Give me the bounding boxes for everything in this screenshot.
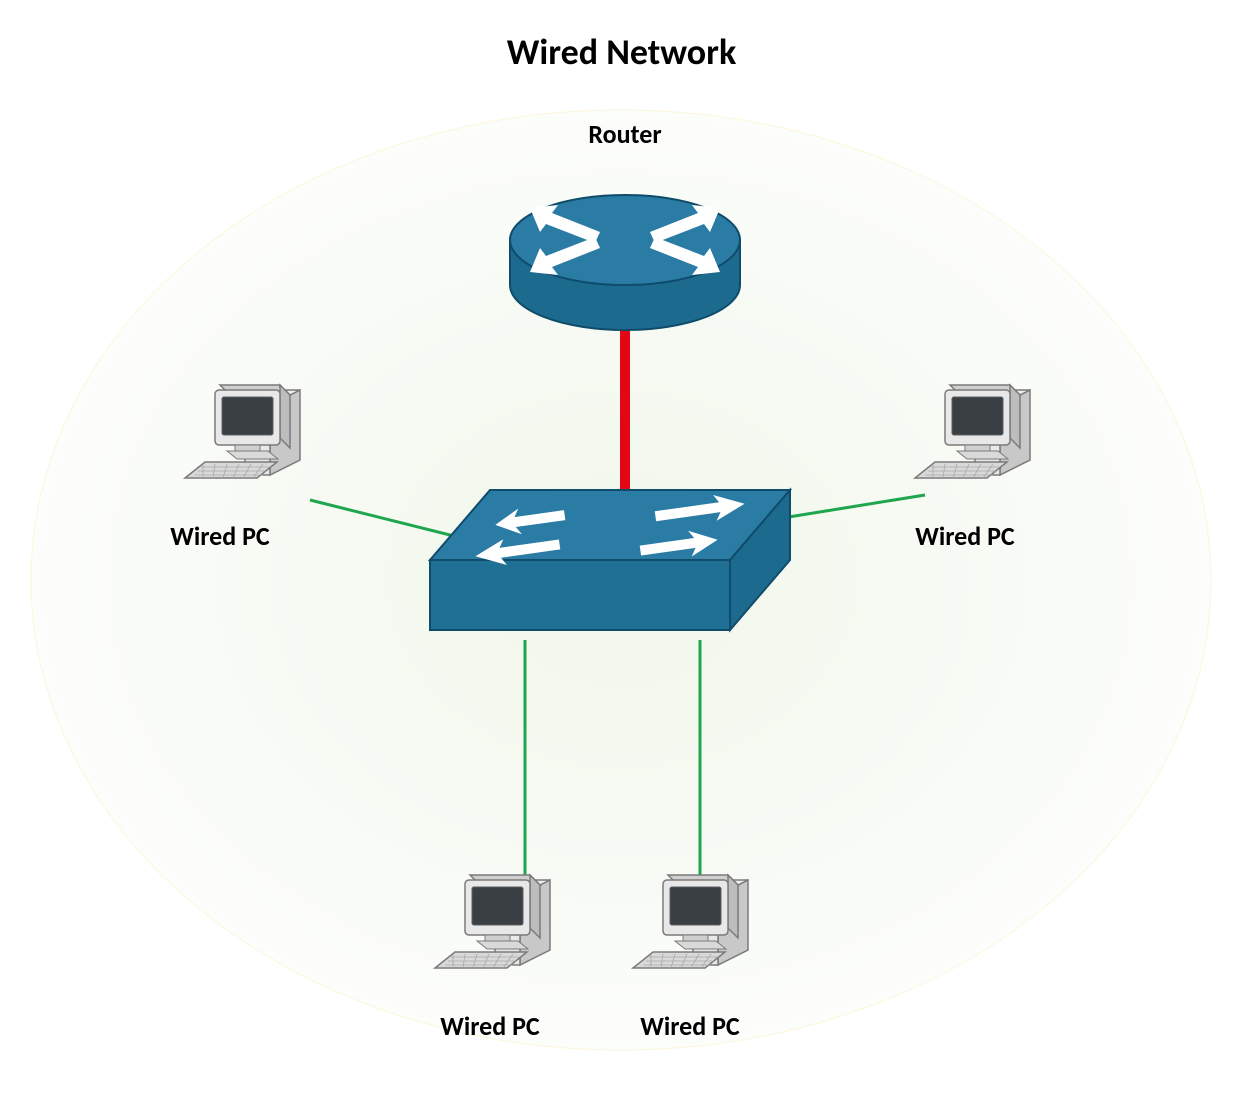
pc-label: Wired PC [410,1010,570,1042]
pc-label: Wired PC [885,520,1045,552]
router-label: Router [560,118,690,150]
diagram-title: Wired Network [0,30,1243,74]
switch-icon [430,490,790,630]
pc-label: Wired PC [610,1010,770,1042]
router-icon [510,195,740,330]
pc-label: Wired PC [140,520,300,552]
